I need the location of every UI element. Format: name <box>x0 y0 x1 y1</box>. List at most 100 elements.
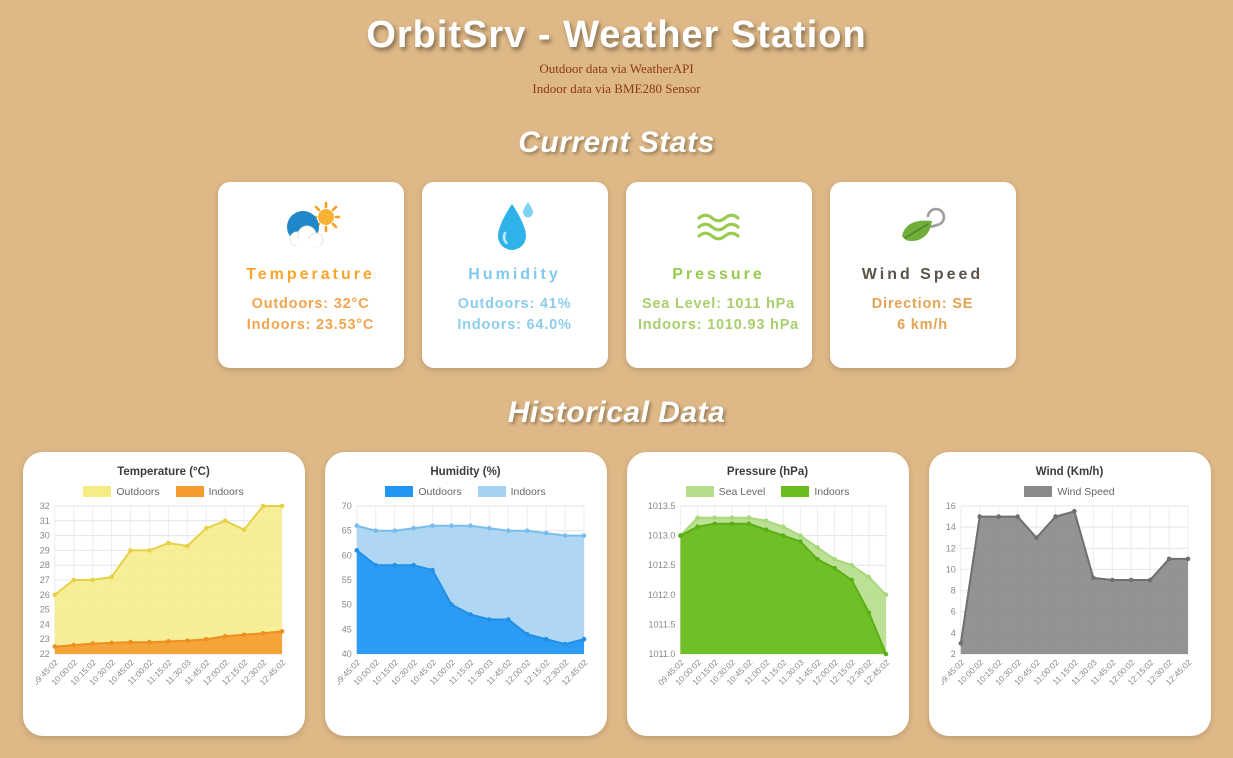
humidity-chart-canvas[interactable]: 40 45 50 55 60 65 70 09:45:02 10:00:02 10:15:02 10… <box>332 500 594 704</box>
legend-item-outdoors[interactable]: Outdoors <box>385 485 462 498</box>
legend-label: Sea Level <box>718 485 766 498</box>
pressure-waves-icon <box>696 198 742 256</box>
stat-line-indoors: Indoors: 64.0% <box>457 316 572 333</box>
stat-card-title: Wind Speed <box>861 265 984 283</box>
legend-label: Outdoors <box>418 485 462 498</box>
svg-text:23: 23 <box>39 634 49 644</box>
svg-text:55: 55 <box>341 575 351 585</box>
legend-item-indoors[interactable]: Indoors <box>175 485 244 498</box>
stat-line-indoors: Indoors: 1010.93 hPa <box>637 316 800 333</box>
svg-text:22: 22 <box>39 649 49 659</box>
svg-text:70: 70 <box>341 501 351 511</box>
subtitle-indoor-source: Indoor data via BME280 Sensor <box>532 81 701 97</box>
legend-swatch <box>83 486 112 497</box>
humidity-card: Humidity Outdoors: 41% Indoors: 64.0% <box>421 181 608 368</box>
legend-item-wind-speed[interactable]: Wind Speed <box>1024 485 1115 498</box>
svg-text:31: 31 <box>39 515 49 525</box>
leaf-in-wind-icon <box>896 198 950 256</box>
svg-text:60: 60 <box>341 550 351 560</box>
stat-line-speed: 6 km/h <box>897 316 948 333</box>
svg-text:10: 10 <box>945 564 955 574</box>
chart-legend: Sea Level Indoors <box>640 486 896 498</box>
legend-label: Indoors <box>208 485 244 498</box>
legend-label: Indoors <box>510 485 546 498</box>
temperature-chart-canvas[interactable]: 22 23 24 25 26 27 28 29 30 31 32 09:45:02 10:00:02 10… <box>30 500 292 704</box>
chart-legend: Outdoors Indoors <box>338 486 594 498</box>
page-title: OrbitSrv - Weather Station <box>366 14 867 56</box>
svg-text:4: 4 <box>950 627 955 637</box>
legend-swatch <box>781 486 810 497</box>
temperature-card: Temperature Outdoors: 32°C Indoors: 23.5… <box>217 181 404 368</box>
subtitle-outdoor-source: Outdoor data via WeatherAPI <box>539 61 694 76</box>
wind-chart-card: Wind (Km/h) Wind Speed 2 4 6 8 10 12 14 16 09:45… <box>928 451 1211 736</box>
legend-item-indoors[interactable]: Indoors <box>781 486 849 498</box>
legend-swatch <box>1024 486 1053 497</box>
pressure-chart-card: Pressure (hPa) Sea Level Indoors 1011.0 1… <box>626 451 909 736</box>
chart-legend: Wind Speed <box>942 486 1198 498</box>
svg-text:1011.0: 1011.0 <box>648 649 675 659</box>
svg-text:27: 27 <box>39 575 49 585</box>
svg-text:40: 40 <box>341 649 351 659</box>
legend-item-sea-level[interactable]: Sea Level <box>685 485 766 498</box>
svg-text:8: 8 <box>950 585 955 595</box>
svg-text:45: 45 <box>341 624 351 634</box>
svg-text:2: 2 <box>950 649 955 659</box>
stat-line-indoors: Indoors: 23.53°C <box>246 316 375 333</box>
temperature-chart-card: Temperature (°C) Outdoors Indoors 22 23 24… <box>22 451 305 736</box>
section-title-historical-data: Historical Data <box>507 395 726 429</box>
stat-card-body: Direction: SE 6 km/h <box>872 294 973 336</box>
svg-text:50: 50 <box>341 599 351 609</box>
svg-text:6: 6 <box>950 606 955 616</box>
legend-label: Indoors <box>814 485 850 498</box>
stat-card-title: Temperature <box>246 265 375 283</box>
stat-line-sea-level: Sea Level: 1011 hPa <box>641 295 796 312</box>
legend-swatch <box>385 486 414 497</box>
svg-text:32: 32 <box>39 501 49 511</box>
svg-text:30: 30 <box>39 530 49 540</box>
svg-text:28: 28 <box>39 560 49 570</box>
svg-text:14: 14 <box>945 522 955 532</box>
wind-card: Wind Speed Direction: SE 6 km/h <box>829 181 1016 368</box>
legend-swatch <box>477 486 506 497</box>
stat-card-title: Humidity <box>468 265 561 283</box>
svg-text:1012.5: 1012.5 <box>647 560 675 570</box>
svg-text:26: 26 <box>39 589 49 599</box>
stat-line-outdoors: Outdoors: 32°C <box>251 295 370 312</box>
svg-text:12: 12 <box>945 543 955 553</box>
section-title-current-stats: Current Stats <box>518 125 715 159</box>
sun-behind-cloud-icon <box>282 198 340 256</box>
pressure-chart-canvas[interactable]: 1011.0 1011.5 1012.0 1012.5 1013.0 1013.5 09:4… <box>640 500 896 704</box>
svg-text:1013.5: 1013.5 <box>647 501 675 511</box>
svg-text:1012.0: 1012.0 <box>647 589 675 599</box>
chart-title: Pressure (hPa) <box>726 465 809 478</box>
stats-row: Temperature Outdoors: 32°C Indoors: 23.5… <box>0 181 1233 368</box>
chart-title: Wind (Km/h) <box>1035 465 1104 478</box>
svg-text:16: 16 <box>945 501 955 511</box>
legend-swatch <box>685 486 714 497</box>
stat-card-title: Pressure <box>672 265 765 283</box>
stat-line-direction: Direction: SE <box>871 295 974 312</box>
svg-text:24: 24 <box>39 619 49 629</box>
legend-swatch <box>175 486 204 497</box>
chart-title: Humidity (%) <box>430 465 501 478</box>
stat-card-body: Outdoors: 32°C Indoors: 23.53°C <box>247 294 374 336</box>
stat-line-outdoors: Outdoors: 41% <box>457 295 572 312</box>
charts-row: Temperature (°C) Outdoors Indoors 22 23 24… <box>0 451 1233 756</box>
chart-legend: Outdoors Indoors <box>36 486 292 498</box>
legend-item-indoors[interactable]: Indoors <box>477 485 546 498</box>
svg-text:1013.0: 1013.0 <box>647 530 675 540</box>
legend-item-outdoors[interactable]: Outdoors <box>83 485 160 498</box>
humidity-chart-card: Humidity (%) Outdoors Indoors 40 45 50 55 60… <box>324 451 607 736</box>
svg-text:29: 29 <box>39 545 49 555</box>
svg-text:65: 65 <box>341 525 351 535</box>
legend-label: Outdoors <box>116 485 160 498</box>
legend-label: Wind Speed <box>1057 485 1115 498</box>
chart-title: Temperature (°C) <box>117 465 210 478</box>
svg-text:1011.5: 1011.5 <box>648 619 675 629</box>
water-drop-icon <box>494 198 536 256</box>
pressure-card: Pressure Sea Level: 1011 hPa Indoors: 10… <box>625 181 812 368</box>
stat-card-body: Sea Level: 1011 hPa Indoors: 1010.93 hPa <box>638 294 799 336</box>
wind-chart-canvas[interactable]: 2 4 6 8 10 12 14 16 09:45:02 10:00:02 10:15:02 10:3… <box>936 500 1198 704</box>
stat-card-body: Outdoors: 41% Indoors: 64.0% <box>457 294 571 336</box>
